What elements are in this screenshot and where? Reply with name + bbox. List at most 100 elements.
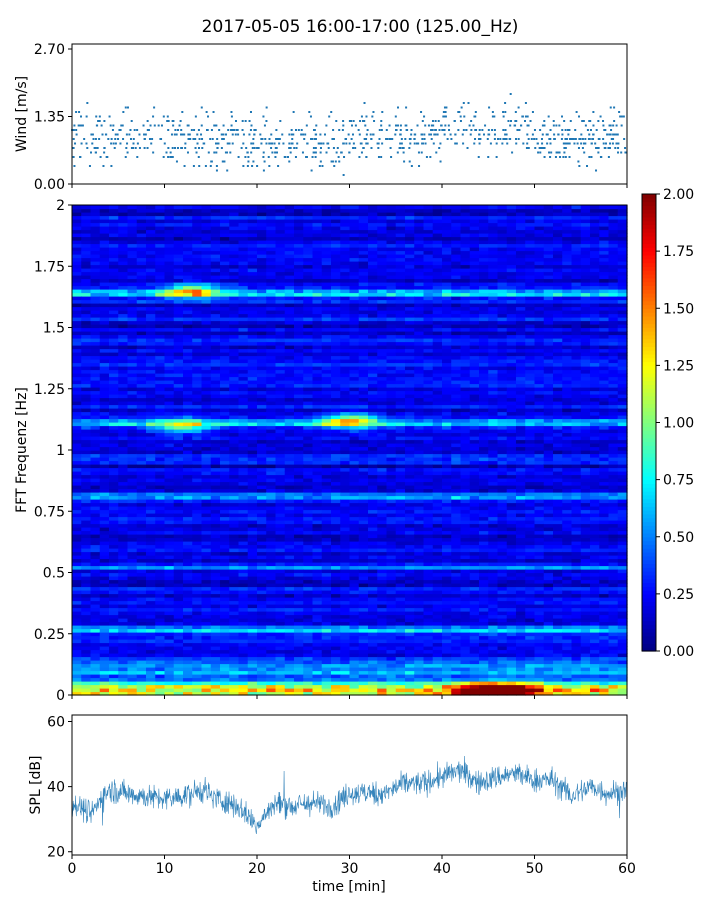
- spectrogram-cell: [118, 471, 129, 476]
- spectrogram-cell: [173, 320, 184, 325]
- wind-point: [319, 142, 322, 145]
- spectrogram-cell: [238, 383, 249, 388]
- wind-point: [602, 124, 605, 127]
- spectrogram-cell: [127, 565, 138, 570]
- spectrogram-cell: [146, 565, 156, 570]
- spectrogram-cell: [275, 425, 286, 430]
- spectrogram-cell: [109, 457, 119, 462]
- spectrogram-cell: [229, 597, 240, 602]
- spectrogram-cell: [257, 625, 267, 630]
- wind-point: [546, 142, 549, 145]
- spectrogram-cell: [109, 233, 119, 238]
- spectrogram-cell: [321, 268, 332, 273]
- spectrogram-cell: [321, 320, 332, 325]
- spectrogram-cell: [183, 264, 193, 269]
- spectrogram-cell: [146, 373, 156, 378]
- wind-point: [365, 156, 368, 158]
- spectrogram-cell: [72, 443, 82, 448]
- wind-point: [389, 138, 392, 140]
- spectrogram-cell: [312, 485, 323, 490]
- spectrogram-cell: [220, 537, 230, 542]
- spectrogram-cell: [155, 495, 166, 500]
- wind-point: [449, 133, 452, 136]
- spectrogram-cell: [173, 625, 184, 630]
- spectrogram-cell: [275, 537, 286, 542]
- spectrogram-cell: [90, 366, 101, 371]
- spectrogram-cell: [238, 646, 249, 651]
- spectrogram-cell: [210, 653, 221, 658]
- spectrogram-cell: [192, 691, 203, 696]
- spectrogram-cell: [321, 516, 332, 521]
- wind-point: [242, 133, 245, 136]
- spectrogram-cell: [220, 257, 230, 262]
- spectrogram-cell: [183, 222, 193, 227]
- wind-point: [167, 120, 170, 122]
- spectrogram-cell: [136, 345, 147, 350]
- wind-point: [74, 142, 77, 145]
- wind-point: [119, 142, 122, 145]
- wind-point: [380, 124, 383, 127]
- spectrogram-cell: [81, 411, 92, 416]
- spectrogram-cell: [220, 278, 230, 283]
- spectrogram-cell: [257, 614, 267, 619]
- spectrogram-cell: [238, 226, 249, 231]
- spectrogram-cell: [210, 268, 221, 273]
- spectrogram-cell: [173, 254, 184, 259]
- spectrogram-cell: [146, 219, 156, 224]
- spectrogram-cell: [331, 303, 341, 308]
- wind-point: [332, 138, 335, 140]
- spectrogram-cell: [312, 380, 323, 385]
- spectrogram-cell: [294, 397, 304, 402]
- spectrogram-cell: [312, 369, 323, 374]
- spectrogram-cell: [109, 541, 119, 546]
- spectrogram-cell: [312, 387, 323, 392]
- wind-point: [169, 151, 172, 154]
- spectrogram-cell: [238, 478, 249, 483]
- spectrogram-cell: [183, 492, 193, 497]
- wind-point: [423, 133, 426, 136]
- spectrogram-cell: [266, 243, 277, 248]
- wind-point: [126, 151, 129, 154]
- spectrogram-cell: [72, 635, 82, 640]
- wind-point: [134, 147, 137, 149]
- spectrogram-cell: [109, 674, 119, 679]
- spectrogram-cell: [294, 481, 304, 486]
- spectrogram-cell: [229, 593, 240, 598]
- spectrogram-cell: [201, 212, 212, 217]
- spectrogram-cell: [229, 453, 240, 458]
- spectrogram-cell: [155, 429, 166, 434]
- spectrogram-cell: [312, 562, 323, 567]
- spectrogram-cell: [257, 579, 267, 584]
- spectrogram-cell: [303, 390, 314, 395]
- wind-point: [194, 147, 197, 149]
- wind-point: [109, 124, 112, 127]
- spectrogram-cell: [192, 278, 203, 283]
- spectrogram-cell: [155, 366, 166, 371]
- wind-point: [514, 124, 517, 127]
- spectrogram-cell: [294, 275, 304, 280]
- wind-point: [93, 147, 96, 149]
- wind-point: [503, 138, 506, 140]
- spectrogram-cell: [90, 660, 101, 665]
- spectrogram-cell: [312, 488, 323, 493]
- spectrogram-cell: [192, 576, 203, 581]
- spectrogram-cell: [331, 520, 341, 525]
- spectrogram-cell: [164, 541, 175, 546]
- spectrogram-cell: [247, 313, 258, 318]
- spectrogram-cell: [266, 625, 277, 630]
- spectrogram-cell: [284, 527, 295, 532]
- wind-point: [421, 120, 424, 122]
- spectrogram-cell: [247, 611, 258, 616]
- spectrogram-cell: [72, 404, 82, 409]
- spectrogram-cell: [118, 590, 129, 595]
- spectrogram-cell: [312, 439, 323, 444]
- spectrogram-cell: [275, 478, 286, 483]
- spectrogram-cell: [220, 338, 230, 343]
- spectrogram-cell: [173, 324, 184, 329]
- spectrogram-cell: [257, 345, 267, 350]
- spectrogram-cell: [220, 691, 230, 696]
- spectrogram-cell: [229, 362, 240, 367]
- spectrogram-cell: [146, 485, 156, 490]
- spectrogram-cell: [136, 509, 147, 514]
- spectrogram-cell: [118, 681, 129, 686]
